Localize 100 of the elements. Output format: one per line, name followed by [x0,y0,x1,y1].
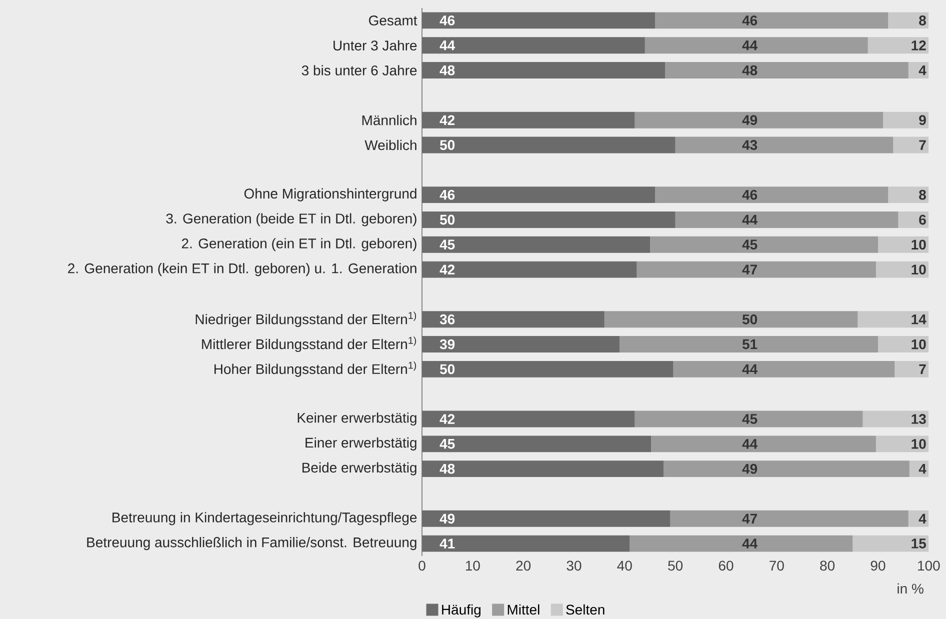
x-tick-label: 80 [820,560,835,571]
data-label: 42 [440,115,455,125]
y-tick-label: 3 bis unter 6 Jahre [302,65,417,76]
data-label: 46 [440,16,455,26]
x-tick-label: 60 [718,560,734,571]
data-label: 50 [440,364,455,374]
x-tick-label: 10 [466,560,480,571]
data-label: 42 [440,414,455,424]
data-label: 45 [440,439,455,449]
data-label: 50 [440,214,455,225]
bar [422,12,656,29]
bar [868,37,929,54]
data-label: 39 [440,339,455,350]
data-label: 41 [440,538,455,548]
data-label: 8 [919,190,926,200]
bar [422,37,645,54]
data-label: 47 [742,514,757,524]
data-label: 50 [440,140,455,150]
data-label: 10 [912,264,926,275]
y-tick-label: Betreuung ausschließlich in Familie/sonst. Betreuung [87,537,416,550]
data-label: 12 [912,40,926,50]
bar [673,360,895,378]
bar [422,62,666,78]
legend-label: Selten [566,604,604,615]
bar [422,436,652,452]
y-tick-label: 3. Generation (beide ET in Dtl. geboren) [166,213,416,226]
data-label: 46 [742,16,758,26]
bar [422,410,635,428]
y-tick-label: Einer erwerbstätig [306,437,416,450]
y-tick-label: Gesamt [368,16,418,26]
y-tick-label: Beide erwerbstätig [302,462,416,476]
y-tick-label: Niedriger Bildungsstand der Eltern$^{1)}$ [196,312,416,328]
bar [620,336,878,352]
data-label: 46 [742,190,758,200]
data-label: 44 [742,214,758,225]
data-label: 49 [440,514,455,524]
y-tick-label: Männlich [362,114,416,126]
y-tick-label: 2. Generation (ein ET in Dtl. geboren) [182,238,416,252]
legend-label: Häufig [442,604,480,618]
bar [604,311,858,328]
bar [634,112,884,128]
x-tick-label: 30 [566,560,582,571]
bar [898,212,929,228]
x-tick-label: 50 [668,560,683,571]
data-label: 51 [742,339,758,350]
data-label: 4 [918,464,926,474]
bar [888,12,929,29]
data-label: 45 [742,414,758,424]
data-label: 48 [742,65,758,76]
data-label: 47 [742,264,757,274]
bar [675,212,898,228]
bar [422,360,674,378]
bar [876,261,929,278]
data-label: 6 [919,214,926,225]
x-tick-label: 90 [870,560,886,571]
y-tick-label: Weiblich [364,140,416,150]
bar [644,37,868,54]
bar [422,261,637,278]
data-label: 15 [912,538,926,548]
data-label: 49 [742,115,758,126]
bar [422,535,630,552]
bar [862,410,929,428]
bar [422,212,676,228]
legend-label: Mittel [508,604,540,615]
y-tick-label: Unter 3 Jahre [334,40,417,51]
x-tick-label: 100 [918,560,940,571]
bar [893,136,929,154]
y-tick-label: Hoher Bildungsstand der Eltern$^{1)}$ [214,362,416,377]
data-label: 44 [440,40,456,50]
data-label: 44 [742,364,758,374]
data-label: 43 [742,140,758,150]
bar [650,236,878,253]
bar [655,186,888,204]
data-label: 45 [742,240,758,250]
y-tick-label: Mittlerer Bildungsstand der Eltern$^{1)}$ [202,336,416,352]
data-label: 42 [440,264,455,274]
bar [636,261,876,278]
data-label: 7 [919,140,926,150]
data-label: 46 [440,190,455,200]
data-label: 4 [918,65,926,76]
x-tick-label: 20 [516,560,531,571]
bar [422,186,656,204]
bar [630,535,853,552]
bar [422,311,604,328]
data-label: 4 [918,514,926,524]
bar [651,436,876,452]
data-label: 48 [440,464,455,474]
bar [634,410,863,428]
bar [422,510,670,527]
data-label: 50 [742,314,758,324]
bar [878,236,929,253]
data-label: 10 [912,339,926,350]
y-tick-label: Keiner erwerbstätig [298,412,416,426]
x-tick-label: 0 [418,560,426,571]
data-label: 49 [742,464,758,474]
data-label: 44 [742,538,758,548]
bar [422,336,620,352]
bar [655,12,888,29]
data-label: 7 [919,364,926,374]
data-label: 44 [742,439,758,449]
